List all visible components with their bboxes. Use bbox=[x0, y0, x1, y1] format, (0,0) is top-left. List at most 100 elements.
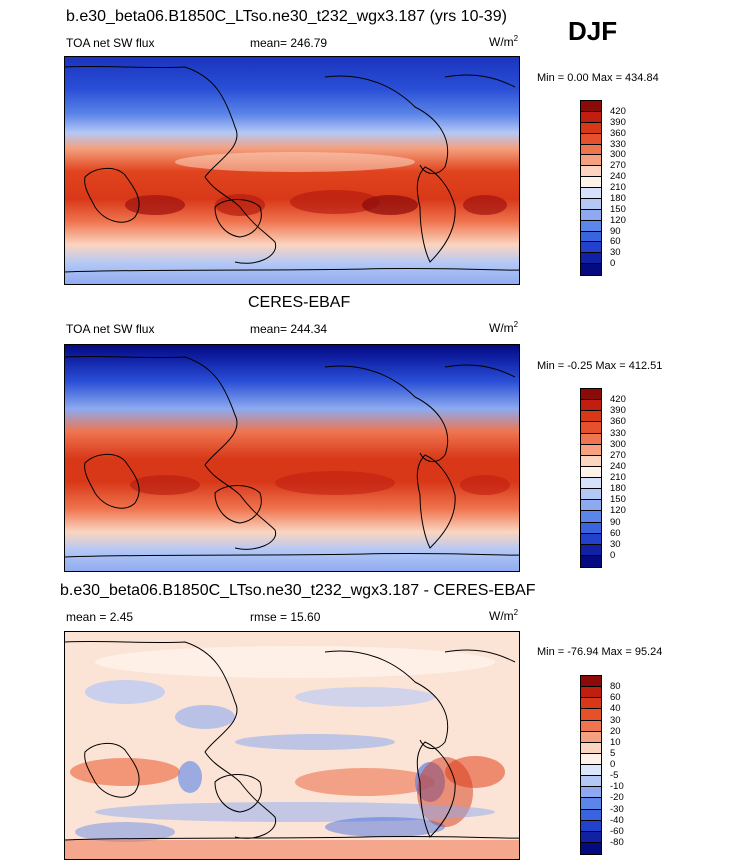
panel-1-left-label: TOA net SW flux bbox=[66, 36, 155, 50]
panel-2-title: CERES-EBAF bbox=[248, 294, 351, 311]
colorbar-tick-label: 390 bbox=[610, 116, 626, 128]
colorbar-segment bbox=[581, 742, 601, 754]
colorbar-tick-label: -40 bbox=[610, 814, 624, 826]
colorbar-tick-label: 360 bbox=[610, 416, 626, 428]
panel-2-units: W/m2 bbox=[489, 320, 519, 335]
colorbar-segment bbox=[581, 776, 601, 788]
panel-1-units: W/m2 bbox=[489, 34, 519, 49]
colorbar-segment bbox=[581, 676, 601, 688]
panel-3-units: W/m2 bbox=[489, 608, 519, 623]
panel-3-rmse-label: rmse = 15.60 bbox=[250, 610, 321, 624]
colorbar-segment bbox=[581, 242, 601, 254]
colorbar-tick-label: -5 bbox=[610, 770, 619, 782]
colorbar-segment bbox=[581, 166, 601, 178]
colorbar-segment bbox=[581, 155, 601, 167]
panel-2-left-label: TOA net SW flux bbox=[66, 322, 155, 336]
colorbar-segment bbox=[581, 500, 601, 512]
panel-2-map-field bbox=[65, 345, 519, 571]
colorbar-segment bbox=[581, 489, 601, 501]
colorbar-segment bbox=[581, 455, 601, 467]
colorbar-tick-label: 30 bbox=[610, 538, 621, 550]
colorbar-segment bbox=[581, 220, 601, 232]
colorbar-segment bbox=[581, 720, 601, 732]
colorbar-tick-label: 10 bbox=[610, 736, 621, 748]
colorbar-tick-label: 420 bbox=[610, 105, 626, 117]
colorbar-segment bbox=[581, 511, 601, 523]
panel-3-title: b.e30_beta06.B1850C_LTso.ne30_t232_wgx3.… bbox=[60, 582, 536, 599]
colorbar-tick-label: 180 bbox=[610, 192, 626, 204]
colorbar-segment bbox=[581, 555, 601, 567]
colorbar-segment bbox=[581, 389, 601, 401]
colorbar-segment bbox=[581, 798, 601, 810]
colorbar-tick-label: -10 bbox=[610, 781, 624, 793]
panel-1-colorbar bbox=[580, 100, 602, 276]
panel-3-left-label: mean = 2.45 bbox=[66, 610, 134, 624]
colorbar-segment bbox=[581, 698, 601, 710]
colorbar-tick-label: 40 bbox=[610, 703, 621, 715]
panel-3-map-field bbox=[65, 632, 519, 859]
colorbar-tick-label: 0 bbox=[610, 258, 616, 270]
colorbar-tick-label: 270 bbox=[610, 160, 626, 172]
season-label: DJF bbox=[568, 16, 618, 46]
panel-3-minmax: Min = -76.94 Max = 95.24 bbox=[537, 646, 663, 658]
colorbar-tick-label: 390 bbox=[610, 405, 626, 417]
colorbar-segment bbox=[581, 709, 601, 721]
colorbar-tick-label: 0 bbox=[610, 549, 616, 561]
colorbar-tick-label: 20 bbox=[610, 725, 621, 737]
panel-2-mean-label: mean= 244.34 bbox=[250, 322, 328, 336]
colorbar-segment bbox=[581, 753, 601, 765]
colorbar-tick-label: 240 bbox=[610, 171, 626, 183]
colorbar-segment bbox=[581, 231, 601, 243]
colorbar-segment bbox=[581, 466, 601, 478]
colorbar-segment bbox=[581, 731, 601, 743]
colorbar-tick-label: 330 bbox=[610, 138, 626, 150]
colorbar-tick-label: 90 bbox=[610, 225, 621, 237]
colorbar-tick-label: 300 bbox=[610, 438, 626, 450]
colorbar-segment bbox=[581, 544, 601, 556]
colorbar-tick-label: 30 bbox=[610, 247, 621, 259]
colorbar-tick-label: 300 bbox=[610, 149, 626, 161]
colorbar-segment bbox=[581, 820, 601, 832]
colorbar-tick-label: 30 bbox=[610, 714, 621, 726]
colorbar-segment bbox=[581, 411, 601, 423]
colorbar-segment bbox=[581, 133, 601, 145]
panel-2-colorbar bbox=[580, 388, 602, 568]
colorbar-tick-label: 60 bbox=[610, 527, 621, 539]
colorbar-segment bbox=[581, 111, 601, 123]
colorbar-tick-label: 120 bbox=[610, 214, 626, 226]
colorbar-tick-label: 210 bbox=[610, 182, 626, 193]
colorbar-tick-label: -20 bbox=[610, 792, 624, 804]
colorbar-tick-label: 60 bbox=[610, 236, 621, 248]
colorbar-segment bbox=[581, 209, 601, 221]
colorbar-tick-label: 420 bbox=[610, 394, 626, 406]
colorbar-tick-label: 240 bbox=[610, 460, 626, 472]
colorbar-segment bbox=[581, 144, 601, 156]
colorbar-segment bbox=[581, 842, 601, 854]
colorbar-segment bbox=[581, 198, 601, 210]
colorbar-segment bbox=[581, 765, 601, 777]
panel-2-minmax: Min = -0.25 Max = 412.51 bbox=[537, 360, 663, 372]
colorbar-segment bbox=[581, 687, 601, 699]
colorbar-segment bbox=[581, 809, 601, 821]
colorbar-segment bbox=[581, 101, 601, 112]
colorbar-segment bbox=[581, 122, 601, 134]
panel-3-colorbar bbox=[580, 675, 602, 855]
colorbar-segment bbox=[581, 422, 601, 434]
colorbar-segment bbox=[581, 400, 601, 412]
colorbar-segment bbox=[581, 253, 601, 265]
colorbar-segment bbox=[581, 831, 601, 843]
colorbar-segment bbox=[581, 478, 601, 490]
panel-1-minmax: Min = 0.00 Max = 434.84 bbox=[537, 72, 659, 84]
colorbar-segment bbox=[581, 188, 601, 199]
panel-2-map bbox=[64, 344, 520, 572]
colorbar-segment bbox=[581, 264, 601, 275]
colorbar-tick-label: 180 bbox=[610, 483, 626, 495]
panel-1-map bbox=[64, 56, 520, 285]
colorbar-segment bbox=[581, 177, 601, 188]
colorbar-tick-label: 80 bbox=[610, 681, 621, 693]
colorbar-segment bbox=[581, 433, 601, 445]
colorbar-tick-label: 330 bbox=[610, 427, 626, 439]
colorbar-tick-label: 5 bbox=[610, 747, 616, 759]
panel-3-map bbox=[64, 631, 520, 860]
colorbar-segment bbox=[581, 787, 601, 799]
